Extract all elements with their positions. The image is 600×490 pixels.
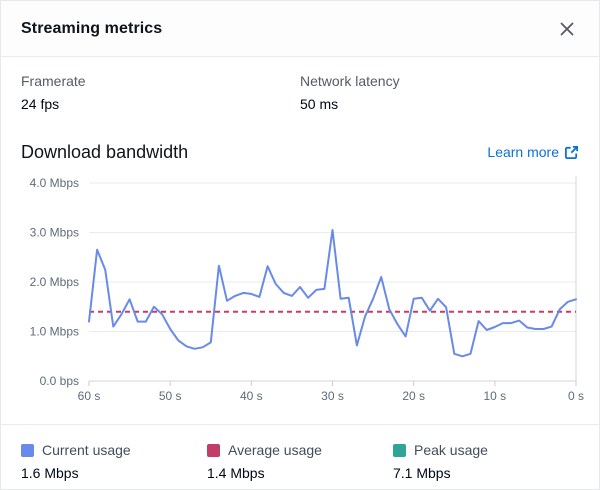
legend-item-current-usage: Current usage 1.6 Mbps bbox=[21, 441, 207, 482]
panel-header: Streaming metrics bbox=[1, 1, 599, 57]
x-axis-tick-label: 10 s bbox=[483, 389, 506, 403]
x-axis-tick-label: 50 s bbox=[159, 389, 182, 403]
x-axis-tick-label: 20 s bbox=[402, 389, 425, 403]
learn-more-label: Learn more bbox=[487, 144, 559, 160]
close-button[interactable] bbox=[553, 15, 581, 43]
close-icon bbox=[560, 22, 574, 35]
y-axis-tick-label: 0.0 bps bbox=[40, 374, 79, 388]
current-usage-label: Current usage bbox=[42, 442, 131, 458]
metrics-summary: Framerate 24 fps Network latency 50 ms bbox=[1, 57, 599, 113]
current-usage-value: 1.6 Mbps bbox=[21, 465, 79, 481]
y-axis-tick-label: 4.0 Mbps bbox=[30, 176, 79, 190]
network-latency-label: Network latency bbox=[300, 73, 400, 89]
legend-item-average-usage: Average usage 1.4 Mbps bbox=[207, 441, 393, 482]
section-header: Download bandwidth Learn more bbox=[1, 113, 599, 164]
x-axis-tick-label: 60 s bbox=[78, 389, 101, 403]
network-latency-metric: Network latency 50 ms bbox=[300, 72, 579, 113]
current-usage-swatch bbox=[21, 443, 34, 457]
average-usage-swatch bbox=[207, 443, 220, 457]
framerate-label: Framerate bbox=[21, 73, 86, 89]
x-axis-tick-label: 30 s bbox=[321, 389, 344, 403]
chart-legend: Current usage 1.6 Mbps Average usage 1.4… bbox=[1, 425, 599, 482]
framerate-metric: Framerate 24 fps bbox=[21, 72, 300, 113]
panel-title: Streaming metrics bbox=[21, 19, 163, 37]
network-latency-value: 50 ms bbox=[300, 96, 339, 112]
legend-item-peak-usage: Peak usage 7.1 Mbps bbox=[393, 441, 579, 482]
y-axis-tick-label: 1.0 Mbps bbox=[30, 325, 79, 339]
y-axis-tick-label: 2.0 Mbps bbox=[30, 275, 79, 289]
y-axis-tick-label: 3.0 Mbps bbox=[30, 226, 79, 240]
current-usage-line bbox=[88, 229, 577, 358]
average-usage-label: Average usage bbox=[228, 442, 322, 458]
download-bandwidth-chart: 4.0 Mbps 3.0 Mbps 2.0 Mbps 1.0 Mbps 0.0 bps6… bbox=[30, 176, 584, 403]
peak-usage-value: 7.1 Mbps bbox=[393, 465, 451, 481]
learn-more-link[interactable]: Learn more bbox=[487, 144, 579, 160]
peak-usage-swatch bbox=[393, 443, 406, 457]
framerate-value: 24 fps bbox=[21, 96, 60, 112]
section-title: Download bandwidth bbox=[21, 142, 189, 162]
average-usage-value: 1.4 Mbps bbox=[207, 465, 265, 481]
x-axis-tick-label: 0 s bbox=[568, 389, 584, 403]
peak-usage-label: Peak usage bbox=[414, 442, 488, 458]
legend-divider bbox=[1, 424, 599, 425]
x-axis-tick-label: 40 s bbox=[240, 389, 263, 403]
external-link-icon bbox=[564, 145, 579, 159]
